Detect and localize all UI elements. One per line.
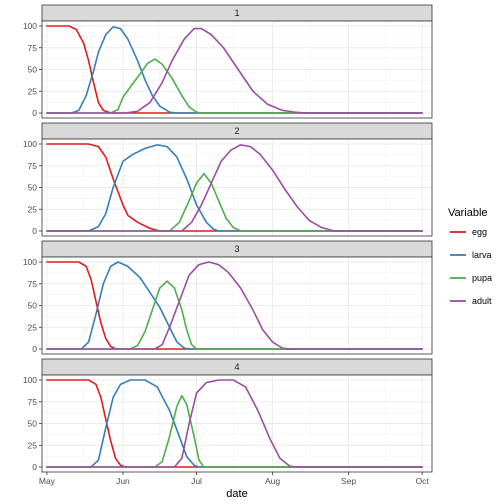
series-line-egg xyxy=(46,143,423,232)
series-line-larva xyxy=(46,261,423,350)
series-line-pupa xyxy=(46,280,423,350)
x-axis-title: date xyxy=(226,488,247,500)
y-tick-label: 25 xyxy=(28,322,38,332)
y-tick-label: 100 xyxy=(23,21,37,31)
y-tick-label: 0 xyxy=(32,108,37,118)
y-tick-label: 75 xyxy=(28,397,38,407)
legend-label-egg: egg xyxy=(472,227,487,237)
facet-strip-label: 4 xyxy=(234,362,239,372)
y-tick-label: 25 xyxy=(28,86,38,96)
y-tick-label: 25 xyxy=(28,440,38,450)
y-tick-label: 75 xyxy=(28,43,38,53)
series-line-egg xyxy=(46,25,423,114)
x-tick-label: Sep xyxy=(341,476,356,486)
x-tick-label: Aug xyxy=(265,476,280,486)
panel-border xyxy=(41,138,433,237)
series-line-larva xyxy=(46,379,423,468)
panel-border xyxy=(41,374,433,473)
legend-label-pupa: pupa xyxy=(472,273,492,283)
y-tick-label: 75 xyxy=(28,279,38,289)
series-line-larva xyxy=(46,144,423,232)
legend-title: Variable xyxy=(448,207,488,219)
x-tick-label: Oct xyxy=(416,476,430,486)
series-line-pupa xyxy=(46,58,423,114)
panel-border xyxy=(41,20,433,119)
y-tick-label: 25 xyxy=(28,204,38,214)
x-tick-label: Jun xyxy=(116,476,130,486)
y-tick-label: 0 xyxy=(32,344,37,354)
series-line-larva xyxy=(46,26,423,114)
legend-label-adult: adult xyxy=(472,296,492,306)
y-tick-label: 50 xyxy=(28,301,38,311)
x-tick-label: May xyxy=(39,476,56,486)
y-tick-label: 75 xyxy=(28,161,38,171)
facet-strip-label: 1 xyxy=(234,8,239,18)
series-line-adult xyxy=(46,261,423,350)
y-tick-label: 50 xyxy=(28,65,38,75)
y-tick-label: 0 xyxy=(32,462,37,472)
series-line-pupa xyxy=(46,394,423,468)
facet-panel-1: 1 0 25 50 75 100 xyxy=(23,4,433,119)
panel-border xyxy=(41,256,433,355)
y-tick-label: 0 xyxy=(32,226,37,236)
y-tick-label: 100 xyxy=(23,257,37,267)
facet-panel-3: 3 0 25 50 75 100 xyxy=(23,240,433,355)
series-line-egg xyxy=(46,379,423,468)
x-tick-label: Jul xyxy=(191,476,202,486)
series-line-adult xyxy=(46,379,423,468)
y-tick-label: 50 xyxy=(28,183,38,193)
series-line-adult xyxy=(46,144,423,232)
facet-strip-label: 3 xyxy=(234,244,239,254)
series-line-adult xyxy=(46,27,423,114)
series-line-pupa xyxy=(46,172,423,232)
facet-panel-2: 2 0 25 50 75 100 xyxy=(23,122,433,237)
y-tick-label: 50 xyxy=(28,419,38,429)
y-tick-label: 100 xyxy=(23,375,37,385)
series-line-egg xyxy=(46,261,423,350)
legend-label-larva: larva xyxy=(472,250,492,260)
y-tick-label: 100 xyxy=(23,139,37,149)
facet-panel-4: 4 0 25 50 75 100 May Jun Jul Aug Sep Oct xyxy=(23,358,433,486)
facet-strip-label: 2 xyxy=(234,126,239,136)
legend: Variable egg larva pupa adult xyxy=(448,207,492,306)
